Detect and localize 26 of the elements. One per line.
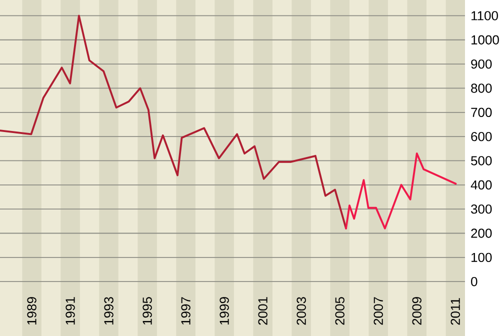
y-tick-label: 700 <box>471 108 492 117</box>
x-tick-label: 2007 <box>374 297 383 325</box>
y-tick-label: 400 <box>470 180 492 190</box>
y-tick-label: 600 <box>471 132 492 142</box>
y-tick-label: 1100 <box>472 11 498 20</box>
y-tick-label: 800 <box>471 84 492 93</box>
y-tick-label: 200 <box>471 228 492 238</box>
x-tick-label: 1989 <box>27 297 36 324</box>
x-tick-label: 2003 <box>296 297 306 325</box>
x-tick-label: 2001 <box>258 297 268 325</box>
y-tick-label: 300 <box>471 204 492 214</box>
x-tick-label: 2005 <box>335 297 344 325</box>
x-tick-label: 1999 <box>220 297 229 324</box>
y-tick-label: 0 <box>471 276 478 286</box>
y-tick-label: 900 <box>471 59 492 69</box>
x-tick-label: 1993 <box>104 297 114 324</box>
x-tick-label: 1991 <box>66 297 75 324</box>
x-tick-label: 2009 <box>412 297 422 325</box>
x-tick-label: 2011 <box>450 298 460 325</box>
line-series <box>0 14 347 230</box>
x-tick-label: 1997 <box>181 297 190 324</box>
y-tick-label: 100 <box>472 252 492 262</box>
y-tick-label: 500 <box>471 156 492 166</box>
line-series <box>345 152 457 230</box>
y-tick-label: 1000 <box>472 35 499 44</box>
x-tick-label: 1995 <box>142 297 152 324</box>
